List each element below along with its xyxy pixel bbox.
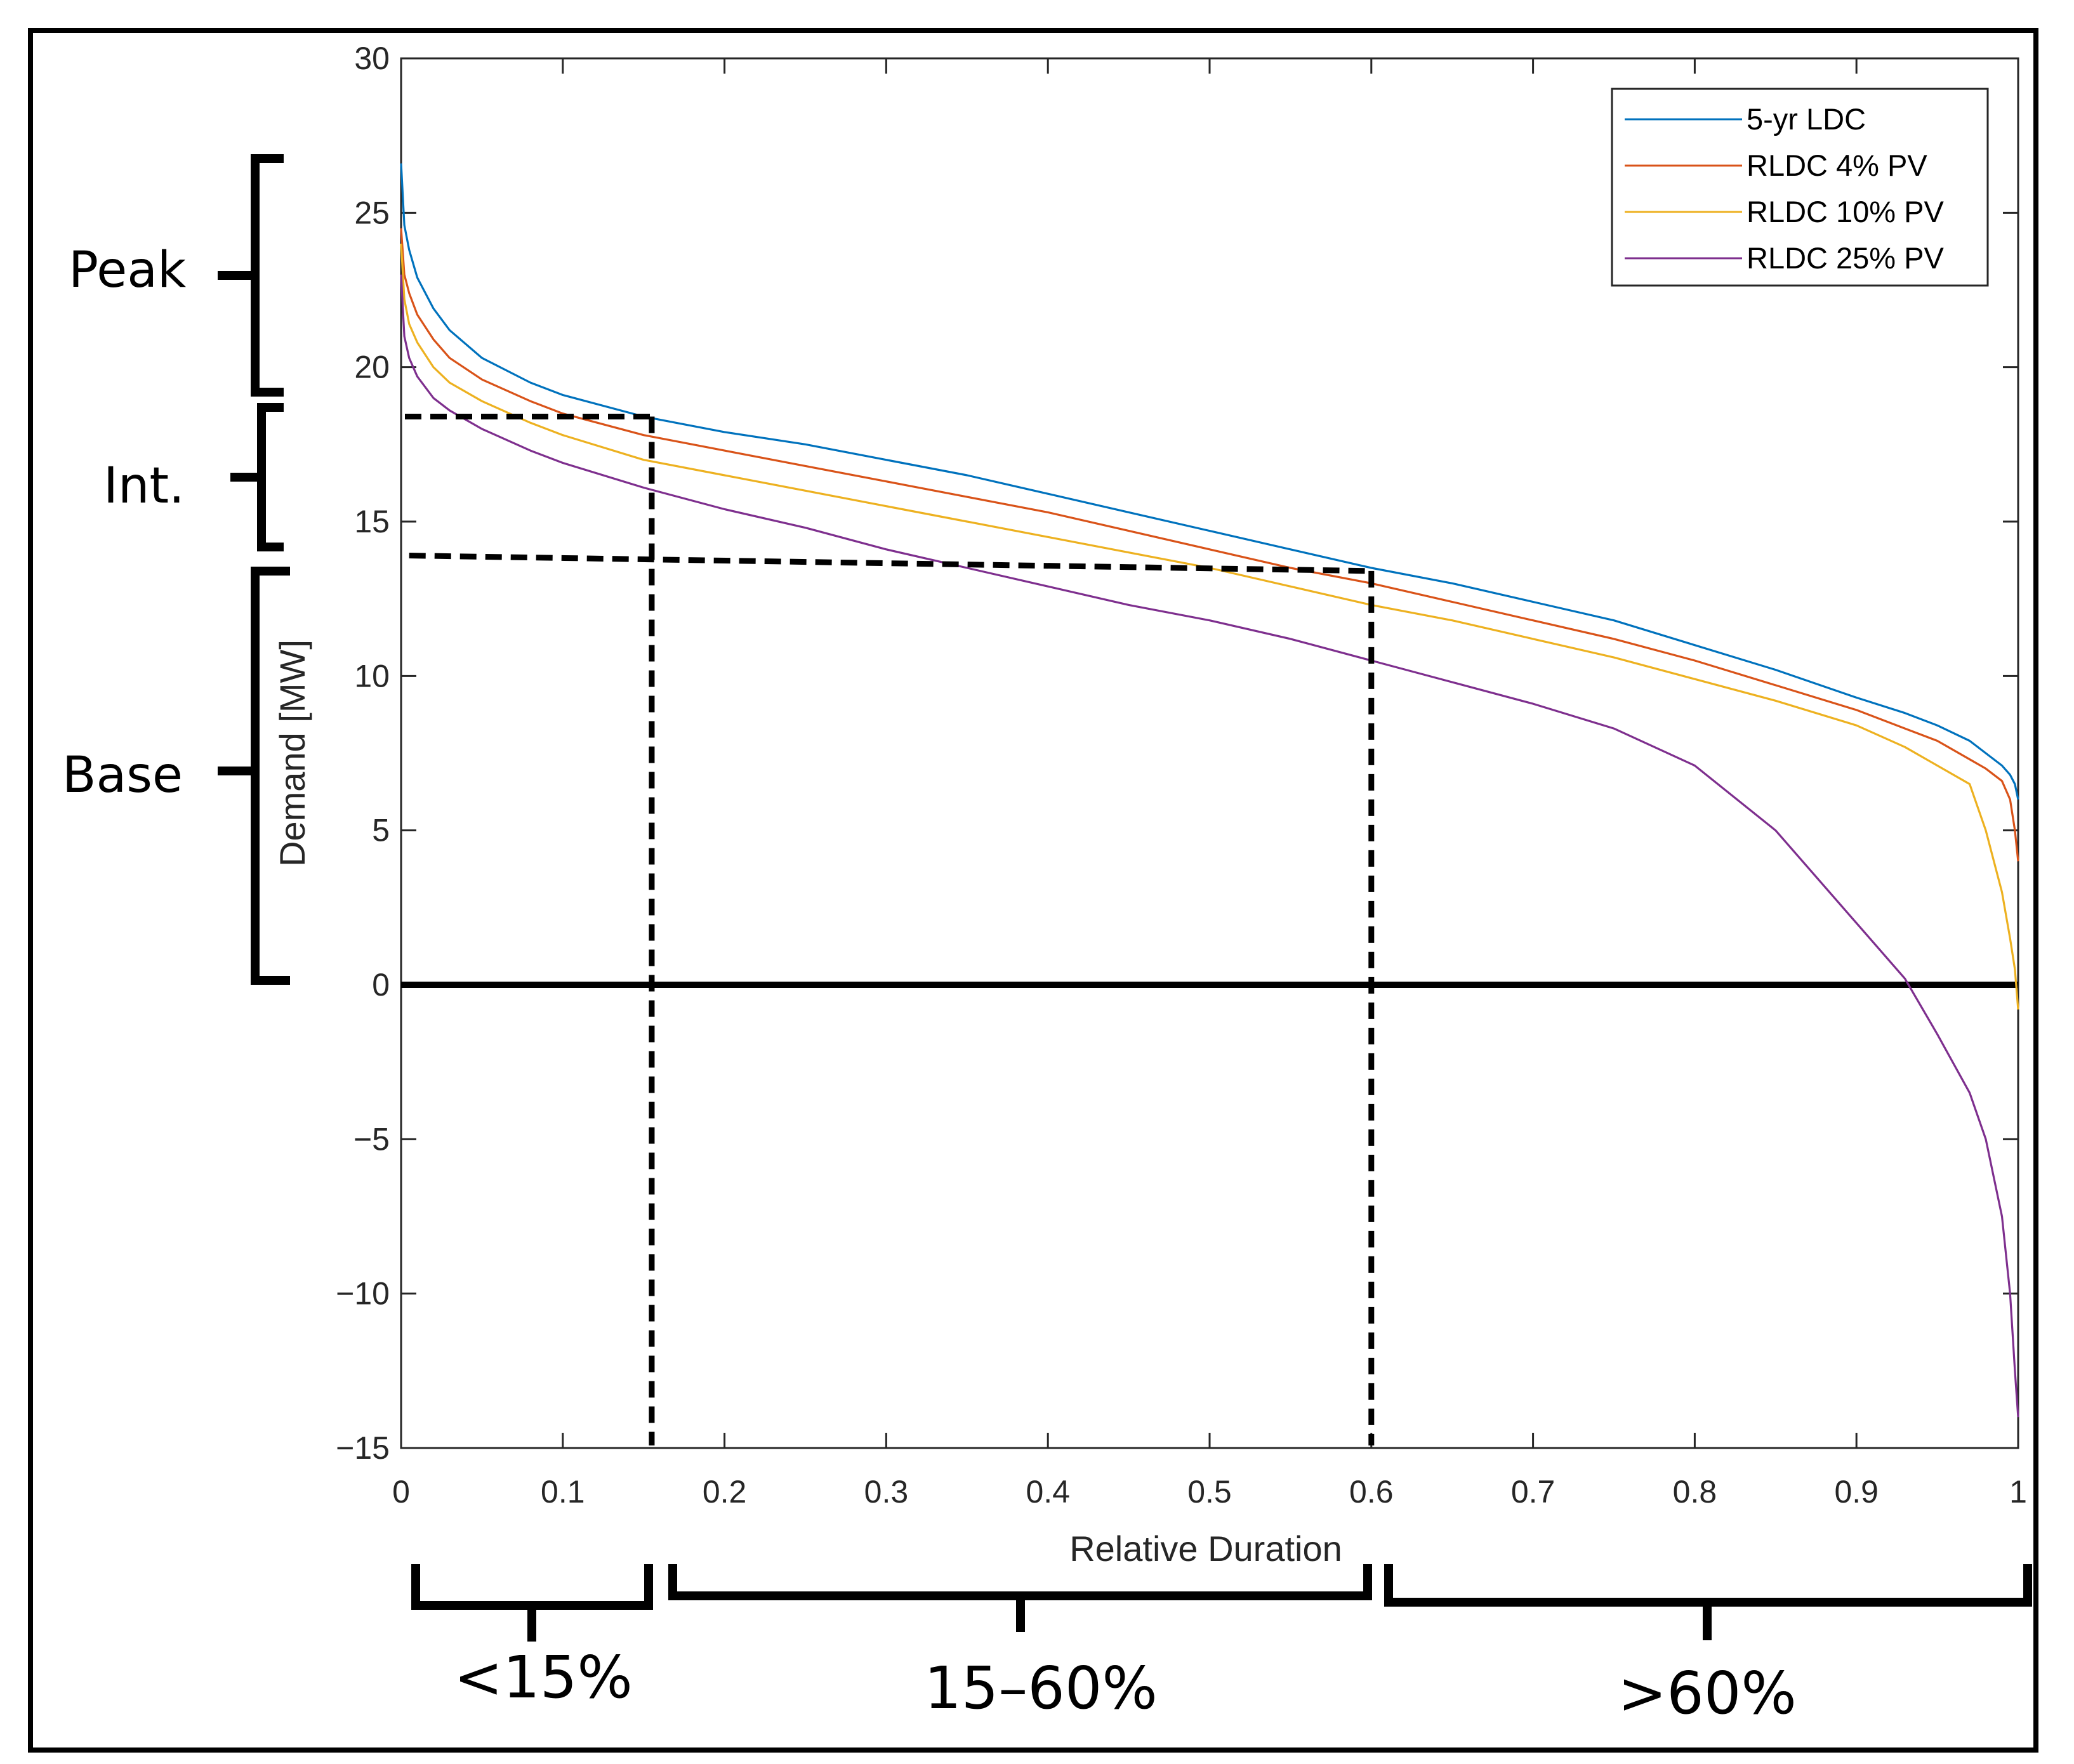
x-tick-label: 0.1 — [541, 1474, 585, 1510]
guide-line-base-threshold — [409, 553, 1371, 574]
y-tick-label: 15 — [354, 504, 390, 539]
x-tick-label: 0 — [392, 1474, 410, 1510]
legend-box — [1611, 88, 1989, 287]
y-tick-label: 25 — [354, 195, 390, 230]
y-tick-label: 5 — [372, 813, 390, 848]
plot-area — [400, 57, 2019, 1449]
x-tick-label: 0.2 — [703, 1474, 747, 1510]
brace-under-15 — [411, 1564, 653, 1642]
guide-lines — [405, 414, 1375, 1445]
y-tick-label: −15 — [336, 1430, 390, 1466]
x-tick-label: 1 — [2009, 1474, 2027, 1510]
brace-base — [218, 567, 290, 985]
legend-label-5yr-ldc: 5-yr LDC — [1747, 102, 1866, 136]
left-braces — [218, 154, 290, 985]
y-tick-label: 10 — [354, 658, 390, 694]
series-line-1 — [400, 228, 2019, 862]
duration-label-15-60: 15–60% — [924, 1654, 1158, 1722]
x-tick-label: 0.4 — [1026, 1474, 1070, 1510]
y-tick-label: −5 — [353, 1121, 390, 1157]
legend-label-rldc-10pv: RLDC 10% PV — [1747, 195, 1944, 228]
band-label-peak: Peak — [69, 242, 186, 299]
duration-label-over-60: >60% — [1618, 1659, 1797, 1727]
brace-peak — [218, 154, 284, 397]
x-tick-label: 0.7 — [1511, 1474, 1556, 1510]
legend-label-rldc-25pv: RLDC 25% PV — [1747, 241, 1944, 275]
x-tick-label: 0.5 — [1187, 1474, 1232, 1510]
x-tick-labels: 0 0.1 0.2 0.3 0.4 0.5 0.6 0.7 0.8 0.9 1 — [392, 1474, 2027, 1510]
x-tick-label: 0.6 — [1349, 1474, 1394, 1510]
bottom-braces — [411, 1564, 2032, 1642]
brace-over-60 — [1384, 1564, 2032, 1640]
series-line-0 — [400, 163, 2019, 800]
y-tick-labels: −15 −10 −5 0 5 10 15 20 25 30 — [336, 41, 390, 1466]
x-tick-label: 0.3 — [864, 1474, 909, 1510]
band-label-base: Base — [62, 747, 183, 804]
legend: 5-yr LDC RLDC 4% PV RLDC 10% PV RLDC 25%… — [1611, 88, 1989, 287]
y-tick-label: 30 — [354, 41, 390, 76]
y-tick-label: −10 — [336, 1276, 390, 1312]
y-axis-label: Demand [MW] — [272, 640, 312, 867]
x-tick-label: 0.9 — [1834, 1474, 1879, 1510]
legend-label-rldc-4pv: RLDC 4% PV — [1747, 148, 1927, 182]
x-tick-label: 0.8 — [1673, 1474, 1717, 1510]
y-tick-label: 0 — [372, 967, 390, 1003]
y-tick-label: 20 — [354, 350, 390, 385]
duration-label-under-15: <15% — [454, 1643, 633, 1711]
x-axis-label: Relative Duration — [1069, 1529, 1342, 1569]
brace-int — [230, 403, 284, 551]
brace-15-60 — [668, 1564, 1372, 1632]
band-label-int: Int. — [103, 457, 185, 515]
